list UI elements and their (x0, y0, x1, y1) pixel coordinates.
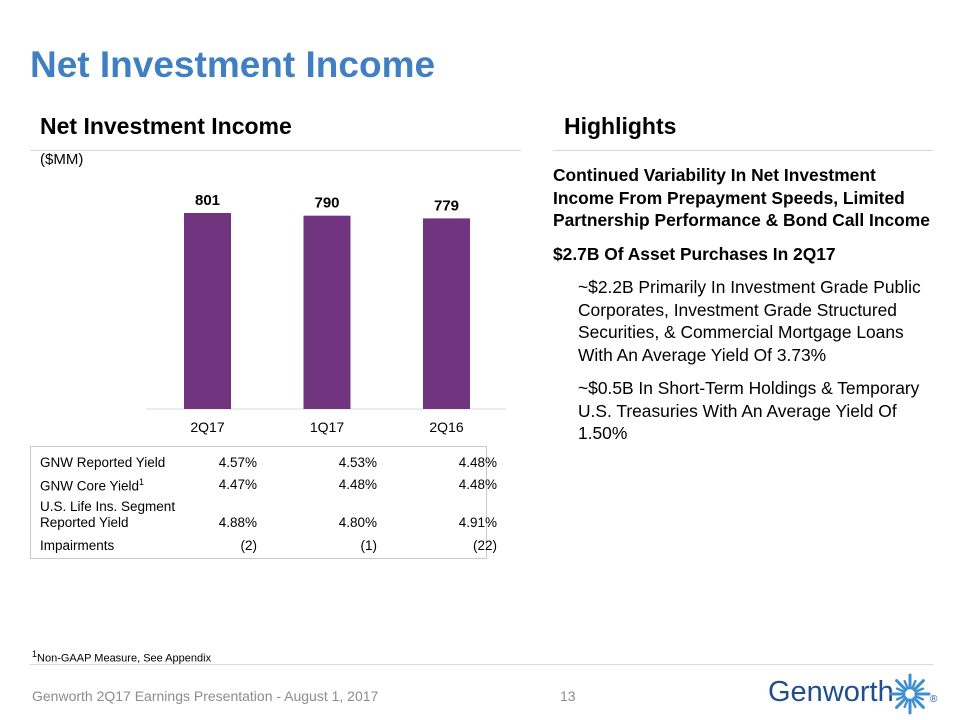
footnote-marker: 1 (139, 477, 145, 487)
row-label: Impairments (40, 538, 115, 553)
cell-1q17: 4.80% (338, 515, 377, 530)
unit-label: ($MM) (40, 151, 84, 168)
genworth-logo-icon (889, 673, 931, 715)
logo-ray (911, 698, 917, 709)
cell-1q17: 4.53% (338, 455, 377, 470)
highlights-heading-divider (553, 150, 933, 151)
x-tick-label-1q17: 1Q17 (310, 419, 344, 435)
logo-ray (911, 679, 917, 690)
logo-ray (903, 698, 909, 709)
registered-mark: ® (930, 694, 938, 705)
row-label-line1: U.S. Life Ins. Segment (40, 499, 176, 514)
highlights-list: Continued Variability In Net Investment … (553, 164, 933, 456)
cell-2q16: (22) (472, 538, 497, 553)
metrics-table: GNW Reported Yield 4.57% 4.53% 4.48% GNW… (30, 446, 497, 559)
logo-ray (914, 695, 925, 701)
chart-section-heading: Net Investment Income (40, 113, 292, 139)
logo-ray (895, 687, 906, 693)
highlights-heading: Highlights (564, 113, 677, 139)
row-label-text: GNW Core Yield (40, 478, 140, 494)
logo-ray (895, 695, 906, 701)
cell-2q17: 4.57% (218, 455, 257, 470)
highlight-subpoint: ~$0.5B In Short-Term Holdings & Temporar… (578, 378, 920, 443)
cell-2q16: 4.48% (458, 455, 497, 470)
bar-2q16 (423, 218, 470, 409)
logo-ray (914, 687, 925, 693)
bar-1q17 (303, 215, 351, 409)
cell-1q17: 4.48% (338, 477, 377, 492)
highlight-point: $2.7B Of Asset Purchases In 2Q17 (553, 243, 836, 264)
cell-2q16: 4.91% (458, 515, 497, 530)
footnote-marker: 1 (32, 649, 38, 659)
footnote-text: Non-GAAP Measure, See Appendix (37, 652, 212, 665)
data-label-2q16: 779 (434, 197, 459, 214)
x-tick-label-2q16: 2Q16 (429, 419, 463, 435)
logo-ray (895, 679, 908, 692)
logo-ray (912, 696, 925, 709)
cell-2q16: 4.48% (458, 477, 497, 492)
logo-ray (903, 679, 909, 690)
bar-chart: 801 2Q17 790 1Q17 779 2Q16 (146, 192, 506, 435)
cell-1q17: (1) (360, 538, 378, 553)
footer-text: Genworth 2Q17 Earnings Presentation - Au… (32, 688, 379, 704)
highlight-subpoint: ~$2.2B Primarily In Investment Grade Pub… (578, 277, 921, 365)
cell-2q17: (2) (240, 538, 258, 553)
footnote: 1Non-GAAP Measure, See Appendix (32, 649, 211, 665)
footer-divider (30, 664, 933, 665)
cell-2q17: 4.88% (218, 515, 257, 530)
logo-ray (912, 679, 925, 692)
bar-2q17 (184, 213, 231, 409)
row-label: Reported Yield (40, 515, 129, 530)
highlight-point: Continued Variability In Net Investment … (553, 165, 930, 230)
page-title: Net Investment Income (30, 44, 436, 85)
row-label: GNW Core Yield1 (40, 477, 144, 494)
row-label: GNW Reported Yield (40, 455, 166, 470)
chart-heading-divider (30, 150, 521, 151)
data-label-1q17: 790 (314, 195, 339, 212)
logo-ray (895, 696, 908, 709)
x-tick-label-2q17: 2Q17 (190, 419, 224, 435)
genworth-logo-text: Genworth (768, 676, 894, 708)
data-label-2q17: 801 (195, 192, 220, 209)
cell-2q17: 4.47% (218, 477, 257, 492)
page-number: 13 (560, 688, 576, 704)
